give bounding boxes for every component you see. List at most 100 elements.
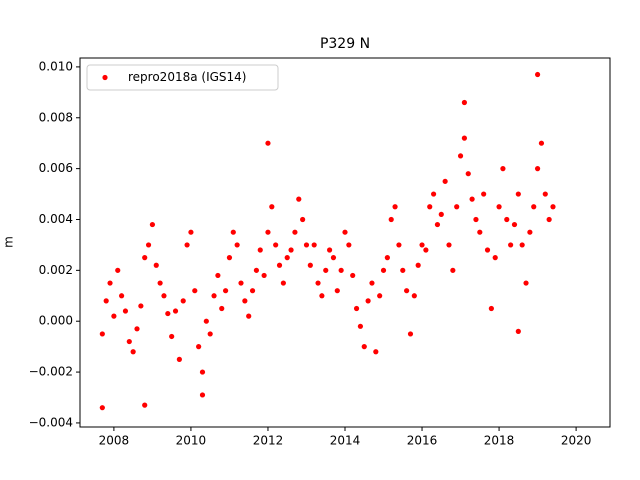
point <box>373 349 379 355</box>
point <box>342 229 348 235</box>
point <box>303 242 310 248</box>
point <box>142 402 148 408</box>
point <box>307 262 313 268</box>
point <box>434 221 441 228</box>
point <box>538 140 545 146</box>
point <box>457 153 464 159</box>
point <box>542 191 548 197</box>
point <box>326 247 333 253</box>
point <box>384 255 390 261</box>
point <box>230 229 236 235</box>
point <box>454 204 460 210</box>
x-tick-label: 2018 <box>484 434 515 448</box>
x-tick-label: 2016 <box>407 434 438 448</box>
point <box>315 280 321 286</box>
x-tick-label: 2008 <box>99 434 130 448</box>
point <box>531 204 537 210</box>
point <box>323 267 329 273</box>
point <box>165 310 171 317</box>
point <box>473 216 479 223</box>
point <box>103 298 109 304</box>
point <box>130 349 136 355</box>
point <box>288 247 294 253</box>
point <box>207 331 213 337</box>
point <box>184 242 190 248</box>
point <box>99 331 105 337</box>
point <box>377 293 383 299</box>
plot-area <box>99 71 556 411</box>
point <box>523 280 529 286</box>
y-tick-label: 0.004 <box>39 212 73 226</box>
legend-marker <box>102 74 108 81</box>
point <box>199 392 206 398</box>
axes-frame <box>79 57 611 428</box>
point <box>511 221 518 228</box>
point <box>346 242 352 248</box>
y-tick-label: 0.006 <box>39 161 73 175</box>
point <box>296 196 302 202</box>
point <box>199 369 206 375</box>
point <box>388 216 394 223</box>
point <box>392 204 398 210</box>
point <box>481 191 487 197</box>
point <box>276 262 283 268</box>
point <box>118 293 125 299</box>
x-tick-label: 2012 <box>253 434 284 448</box>
point <box>461 135 468 141</box>
point <box>169 333 175 340</box>
y-tick-label: 0.008 <box>39 110 73 124</box>
point <box>265 229 271 235</box>
point <box>504 216 510 223</box>
point <box>203 318 209 324</box>
point <box>188 229 194 235</box>
y-axis-label: m <box>2 236 16 248</box>
point <box>446 242 452 248</box>
point <box>222 288 229 294</box>
point <box>284 255 290 261</box>
point <box>338 267 344 273</box>
point <box>157 280 163 286</box>
point <box>219 305 225 312</box>
point <box>465 171 471 177</box>
x-tick-label: 2020 <box>561 434 592 448</box>
point <box>508 242 514 248</box>
point <box>534 71 541 78</box>
point <box>138 303 144 309</box>
point <box>415 262 421 268</box>
point <box>192 288 198 294</box>
point <box>423 247 429 253</box>
point <box>353 305 360 312</box>
point <box>126 338 132 345</box>
point <box>534 166 541 172</box>
point <box>145 242 152 248</box>
point <box>280 280 286 286</box>
x-tick-label: 2014 <box>330 434 361 448</box>
point <box>292 229 298 235</box>
point <box>496 204 502 210</box>
point <box>161 293 167 299</box>
point <box>546 216 552 223</box>
y-tick-label: 0.002 <box>39 263 73 277</box>
point <box>407 331 414 337</box>
point <box>442 178 448 184</box>
point <box>242 298 248 304</box>
y-tick-label: 0.010 <box>39 59 73 73</box>
x-tick-label: 2010 <box>176 434 207 448</box>
point <box>99 405 105 411</box>
point <box>396 242 402 248</box>
point <box>450 267 456 273</box>
point <box>430 191 437 197</box>
y-tick-label: 0.000 <box>39 314 73 328</box>
point <box>427 204 433 210</box>
point <box>484 247 491 253</box>
point <box>500 166 506 172</box>
point <box>515 191 521 197</box>
point <box>319 293 325 299</box>
point <box>142 255 148 261</box>
point <box>122 308 129 314</box>
point <box>527 229 533 235</box>
point <box>400 267 406 273</box>
point <box>311 242 317 248</box>
point <box>300 216 306 223</box>
point <box>404 288 410 294</box>
